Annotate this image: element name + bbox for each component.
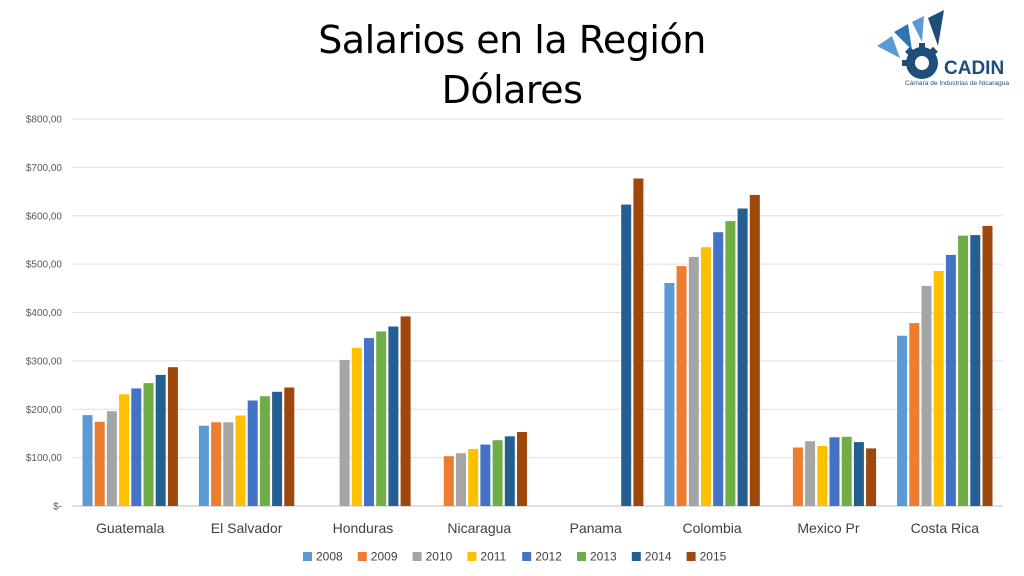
legend-label-2010: 2010 [426, 550, 453, 564]
x-axis-labels: Guatemala El Salvador Honduras Nicaragua Pan… [96, 520, 979, 536]
bar-mexico-pr-2015 [866, 448, 877, 506]
x-category-label: Panama [570, 520, 622, 536]
bar-colombia-2014 [737, 208, 748, 506]
bar-el-salvador-2014 [272, 391, 283, 506]
bar-el-salvador-2009 [211, 422, 222, 506]
bar-colombia-2009 [676, 266, 687, 506]
bar-costa-rica-2013 [958, 235, 969, 506]
bar-nicaragua-2014 [504, 436, 515, 506]
bar-el-salvador-2012 [247, 400, 258, 506]
y-tick-label: $300,00 [26, 356, 63, 367]
bar-nicaragua-2015 [517, 432, 527, 506]
y-tick-label: $800,00 [26, 115, 63, 126]
legend-swatch-2008 [303, 552, 312, 561]
bar-guatemala-2010 [106, 411, 117, 506]
bar-nicaragua-2011 [468, 448, 479, 506]
bar-costa-rica-2008 [897, 335, 908, 506]
bar-guatemala-2012 [131, 388, 142, 506]
bar-costa-rica-2012 [945, 254, 956, 506]
legend-label-2013: 2013 [590, 550, 617, 564]
bar-costa-rica-2014 [970, 235, 981, 506]
bar-guatemala-2008 [82, 415, 93, 506]
y-tick-label: $- [53, 502, 62, 513]
bar-el-salvador-2015 [284, 387, 295, 506]
bar-guatemala-2011 [119, 394, 130, 506]
bar-honduras-2010 [339, 359, 350, 506]
bar-costa-rica-2010 [921, 285, 932, 506]
bar-guatemala-2009 [94, 421, 105, 506]
bar-nicaragua-2010 [456, 453, 466, 506]
bar-colombia-2012 [713, 232, 724, 506]
legend-swatch-2009 [357, 552, 367, 561]
gear-icon [902, 43, 938, 79]
chart-title-line1: Salarios en la Región [318, 18, 706, 62]
y-axis-ticks: $- $100,00 $200,00 $300,00 $400,00 $500,00 $60… [26, 115, 63, 513]
bar-mexico-pr-2011 [817, 446, 828, 506]
cadin-logo: CADIN Cámara de Industrias de Nicaragua [877, 10, 1009, 87]
bar-colombia-2008 [664, 283, 675, 506]
bar-guatemala-2015 [167, 367, 178, 506]
bar-costa-rica-2011 [933, 270, 944, 506]
legend-swatch-2010 [412, 552, 422, 561]
y-tick-label: $500,00 [26, 260, 63, 271]
bar-el-salvador-2011 [235, 415, 246, 506]
legend-swatch-2011 [467, 552, 477, 561]
bars [82, 178, 993, 506]
bar-costa-rica-2009 [909, 323, 920, 506]
x-category-label: Nicaragua [447, 520, 511, 536]
x-category-label: Colombia [682, 520, 741, 536]
logo-name: CADIN [944, 58, 1004, 79]
legend: 2008 2009 2010 2011 2012 2013 2014 2015 [303, 550, 727, 564]
legend-label-2011: 2011 [480, 550, 506, 564]
bar-mexico-pr-2012 [829, 437, 840, 506]
bar-colombia-2010 [688, 256, 699, 506]
bar-panama-2015 [633, 178, 644, 506]
legend-label-2012: 2012 [535, 550, 562, 564]
legend-swatch-2012 [522, 552, 532, 561]
bar-guatemala-2013 [143, 383, 154, 506]
y-tick-label: $200,00 [26, 405, 63, 416]
bar-honduras-2012 [364, 338, 374, 506]
chart-title-line2: Dólares [441, 68, 583, 112]
x-category-label: Honduras [333, 520, 394, 536]
y-tick-label: $400,00 [26, 308, 63, 319]
bar-colombia-2011 [701, 247, 711, 506]
x-category-label: Guatemala [96, 520, 165, 536]
bar-guatemala-2014 [155, 374, 166, 506]
bar-el-salvador-2008 [198, 425, 209, 506]
legend-label-2014: 2014 [645, 550, 672, 564]
bar-nicaragua-2012 [480, 444, 491, 506]
bar-mexico-pr-2014 [853, 442, 864, 506]
bar-costa-rica-2015 [982, 225, 993, 506]
x-category-label: Costa Rica [911, 520, 980, 536]
y-tick-label: $600,00 [26, 211, 63, 222]
bar-nicaragua-2009 [443, 456, 454, 506]
bar-honduras-2011 [351, 347, 362, 506]
bar-colombia-2013 [725, 221, 736, 506]
y-tick-label: $700,00 [26, 163, 63, 174]
bar-colombia-2015 [749, 194, 760, 506]
legend-label-2009: 2009 [371, 550, 398, 564]
x-category-label: El Salvador [211, 520, 283, 536]
bar-honduras-2015 [400, 316, 411, 506]
bar-mexico-pr-2013 [841, 436, 852, 506]
bar-honduras-2013 [376, 331, 387, 506]
legend-swatch-2014 [631, 552, 641, 561]
bar-mexico-pr-2009 [792, 447, 803, 506]
legend-label-2008: 2008 [316, 550, 343, 564]
bar-honduras-2014 [388, 326, 399, 506]
bar-el-salvador-2010 [223, 422, 234, 506]
bar-mexico-pr-2010 [805, 441, 816, 506]
legend-swatch-2013 [577, 552, 586, 561]
legend-label-2015: 2015 [700, 550, 727, 564]
y-tick-label: $100,00 [26, 453, 63, 464]
bar-nicaragua-2013 [492, 440, 503, 506]
bar-el-salvador-2013 [259, 396, 270, 506]
logo-subtitle: Cámara de Industrias de Nicaragua [905, 80, 1009, 87]
legend-swatch-2015 [686, 552, 696, 561]
x-category-label: Mexico Pr [797, 520, 860, 536]
bar-panama-2014 [621, 204, 632, 506]
